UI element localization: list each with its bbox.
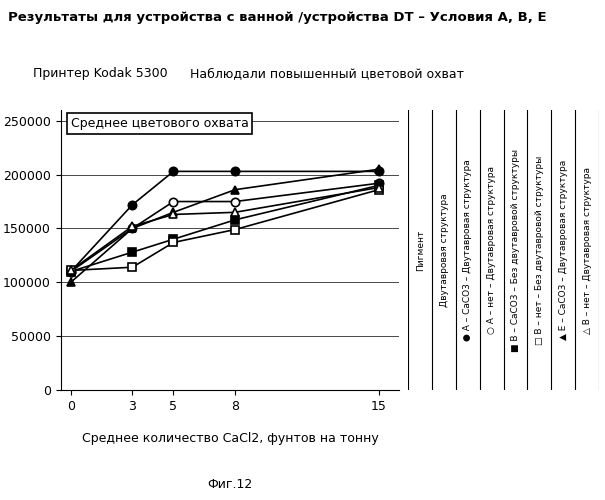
Text: Фиг.12: Фиг.12 xyxy=(208,478,252,491)
Text: □ В – нет – Без двутавровой структуры: □ В – нет – Без двутавровой структуры xyxy=(535,156,544,344)
Text: Среднее цветового охвата: Среднее цветового охвата xyxy=(71,117,249,130)
Text: △ В – нет – Двутавровая структура: △ В – нет – Двутавровая структура xyxy=(583,166,592,334)
Text: Пигмент: Пигмент xyxy=(416,230,425,270)
Text: ● А – СаСО3 – Двутавровая структура: ● А – СаСО3 – Двутавровая структура xyxy=(463,159,473,341)
Text: Наблюдали повышенный цветовой охват: Наблюдали повышенный цветовой охват xyxy=(190,67,463,80)
Text: ■ В – СаСО3 – Без двутавровой структуры: ■ В – СаСО3 – Без двутавровой структуры xyxy=(511,148,520,352)
Text: ▲ Е – СаСО3 – Двутавровая структура: ▲ Е – СаСО3 – Двутавровая структура xyxy=(558,160,567,340)
Text: Результаты для устройства с ванной /устройства DT – Условия А, В, Е: Результаты для устройства с ванной /устр… xyxy=(8,11,546,24)
Text: Среднее количество CaCl2, фунтов на тонну: Среднее количество CaCl2, фунтов на тонн… xyxy=(82,432,378,445)
Text: Двутавровая структура: Двутавровая структура xyxy=(440,193,449,307)
Text: Принтер Kodak 5300: Принтер Kodak 5300 xyxy=(33,67,167,80)
Text: ○ А – нет – Двутавровая структура: ○ А – нет – Двутавровая структура xyxy=(487,166,496,334)
